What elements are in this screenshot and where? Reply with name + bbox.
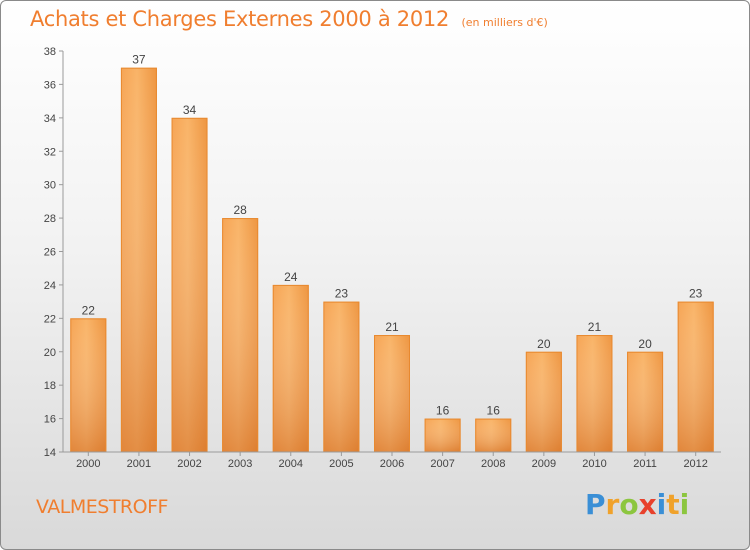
bar-value-label: 23	[335, 287, 349, 301]
title-block: Achats et Charges Externes 2000 à 2012 (…	[30, 7, 548, 31]
y-tick-label: 24	[44, 280, 56, 292]
bar-value-label: 20	[638, 337, 652, 351]
bar-shade	[576, 335, 613, 452]
x-tick-label: 2011	[633, 458, 657, 470]
x-tick-label: 2005	[329, 458, 353, 470]
logo-letter: x	[638, 488, 657, 521]
bar-value-label: 22	[82, 303, 96, 317]
logo-letter: t	[666, 488, 680, 521]
y-axis: 14 16 18 20 22 24 26 28 30 32 34 36 38	[44, 46, 64, 459]
y-tick-label: 32	[44, 146, 56, 158]
x-axis: 2000 2001 2002 2003 2004 2005 2006 2007 2008 2009…	[63, 451, 721, 470]
bar-shade	[222, 218, 259, 452]
bar-shade	[120, 67, 157, 452]
bar-value-label: 34	[183, 103, 197, 117]
bar-shade	[677, 301, 714, 452]
y-tick-label: 36	[44, 79, 56, 91]
bar-shade	[627, 351, 664, 452]
x-tick-label: 2002	[177, 458, 201, 470]
x-tick-label: 2009	[532, 458, 556, 470]
y-tick-label: 22	[44, 313, 56, 325]
x-tick-label: 2006	[380, 458, 404, 470]
x-tick-label: 2000	[76, 458, 100, 470]
y-tick-label: 16	[44, 414, 56, 426]
logo-letter: i	[656, 488, 667, 521]
chart-subtitle: (en milliers d'€)	[461, 16, 548, 29]
x-tick-label: 2012	[683, 458, 707, 470]
x-tick-label: 2010	[582, 458, 606, 470]
x-tick-label: 2008	[481, 458, 505, 470]
bar-value-label: 20	[537, 337, 551, 351]
logo-letter: o	[619, 488, 639, 521]
bar-value-label: 16	[436, 404, 450, 418]
bar-shade	[70, 318, 107, 452]
y-tick-label: 18	[44, 380, 56, 392]
bar-shade	[424, 418, 461, 452]
commune-name: VALMESTROFF	[36, 496, 168, 518]
y-tick-label: 14	[44, 447, 56, 459]
bars: 22 37 34 28 24 23 21 16 16 20 21 20 23	[70, 53, 714, 453]
bar-shade	[475, 418, 512, 452]
bar-shade	[171, 117, 208, 452]
y-tick-label: 38	[44, 46, 56, 58]
bar-shade	[323, 301, 360, 452]
x-tick-label: 2007	[430, 458, 454, 470]
chart-title: Achats et Charges Externes 2000 à 2012	[30, 7, 450, 31]
bar-value-label: 23	[689, 287, 703, 301]
logo-letter: i	[679, 488, 690, 521]
bar-value-label: 21	[588, 320, 602, 334]
x-tick-label: 2001	[127, 458, 151, 470]
y-tick-label: 20	[44, 347, 56, 359]
bar-shade	[525, 351, 562, 452]
logo-letter: r	[605, 488, 620, 521]
y-tick-label: 34	[44, 113, 56, 125]
y-tick-label: 26	[44, 247, 56, 259]
bar-value-label: 21	[385, 320, 399, 334]
y-tick-label: 30	[44, 180, 56, 192]
bar-shade	[272, 284, 309, 452]
x-tick-label: 2004	[279, 458, 303, 470]
y-tick-label: 28	[44, 213, 56, 225]
proxiti-logo: Proxiti	[585, 488, 689, 521]
bar-value-label: 16	[487, 404, 501, 418]
bar-value-label: 28	[233, 203, 247, 217]
logo-letter: P	[585, 488, 606, 521]
bar-value-label: 37	[132, 53, 146, 67]
bar-value-label: 24	[284, 270, 298, 284]
bar-shade	[374, 335, 410, 452]
x-tick-label: 2003	[228, 458, 252, 470]
